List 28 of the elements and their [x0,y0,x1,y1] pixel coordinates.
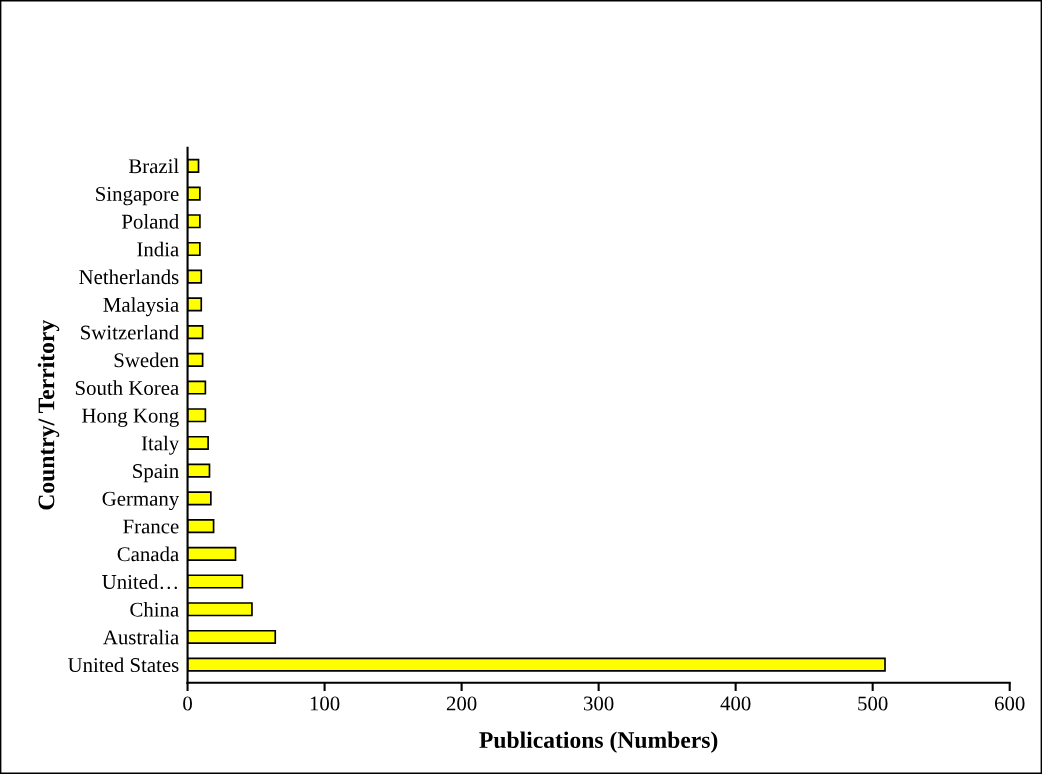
y-tick-label: Netherlands [79,269,179,285]
y-tick-label: Malaysia [103,297,179,317]
y-tick-label: United States [67,657,179,673]
y-tick-label: Hong Kong [82,408,179,427]
x-axis-title: Publications (Numbers) [479,731,718,753]
y-tick-label: Poland [121,214,179,229]
y-tick-label: Italy [141,435,180,455]
x-tick-label: 500 [858,696,888,711]
y-tick-label: United… [102,574,178,590]
y-tick-label: China [130,602,179,617]
x-tick-label: 0 [183,696,192,711]
y-tick-label: South Korea [75,380,179,395]
y-tick-label: Germany [102,491,180,511]
y-tick-label: India [137,241,179,257]
y-tick-label: Australia [103,629,179,645]
y-axis-title: Country/ Territory [37,320,60,510]
x-tick-label: 200 [446,696,477,711]
x-tick-label: 600 [994,696,1025,711]
x-tick-label: 300 [584,696,614,711]
y-tick-label: France [123,519,179,534]
x-tick-label: 400 [720,696,751,711]
y-tick-label: Brazil [128,158,179,174]
y-tick-label: Canada [117,546,179,562]
y-tick-label: Switzerland [81,324,179,340]
y-tick-label: Spain [133,464,179,483]
x-tick-label: 100 [310,696,340,711]
y-tick-label: Singapore [96,186,179,206]
y-tick-label: Sweden [114,352,179,368]
